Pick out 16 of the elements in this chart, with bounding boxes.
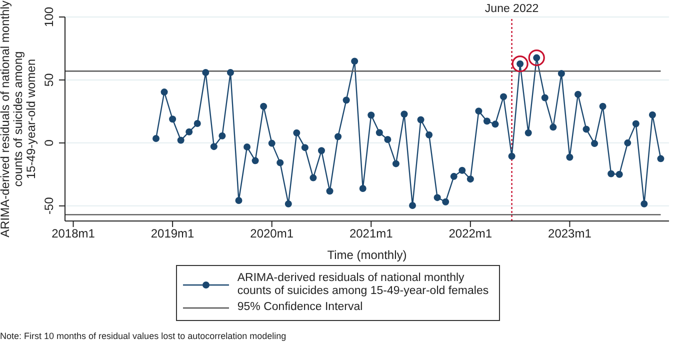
y-tick-label: 50 xyxy=(42,72,56,87)
y-tick-label: 0 xyxy=(42,139,56,146)
text: Note: First 10 months of residual values lost to autocorrelation modeling xyxy=(0,331,286,341)
y-tick-label: 100 xyxy=(42,6,56,28)
legend-label: ARIMA-derived residuals of national monthly counts of suicides among 15-49-year-old females xyxy=(237,272,489,298)
x-tick-label: 2023m1 xyxy=(548,226,592,241)
x-tick-label: 2020m1 xyxy=(250,226,294,241)
x-tick-label: 2019m1 xyxy=(150,226,195,241)
ref-line-label: June 2022 xyxy=(484,3,539,15)
x-tick-label: 2018m1 xyxy=(52,226,96,241)
x-tick-label: 2021m1 xyxy=(349,226,394,241)
legend-label: 95% Confidence Interval xyxy=(237,301,363,314)
x-tick-label: 2022m1 xyxy=(448,226,492,241)
y-axis-title: ARIMA-derived residuals of national monthly counts of suicides among 15-49-year-old women xyxy=(0,0,38,238)
x-axis-title: Time (monthly) xyxy=(327,248,407,262)
y-tick-label: -50 xyxy=(42,196,56,215)
